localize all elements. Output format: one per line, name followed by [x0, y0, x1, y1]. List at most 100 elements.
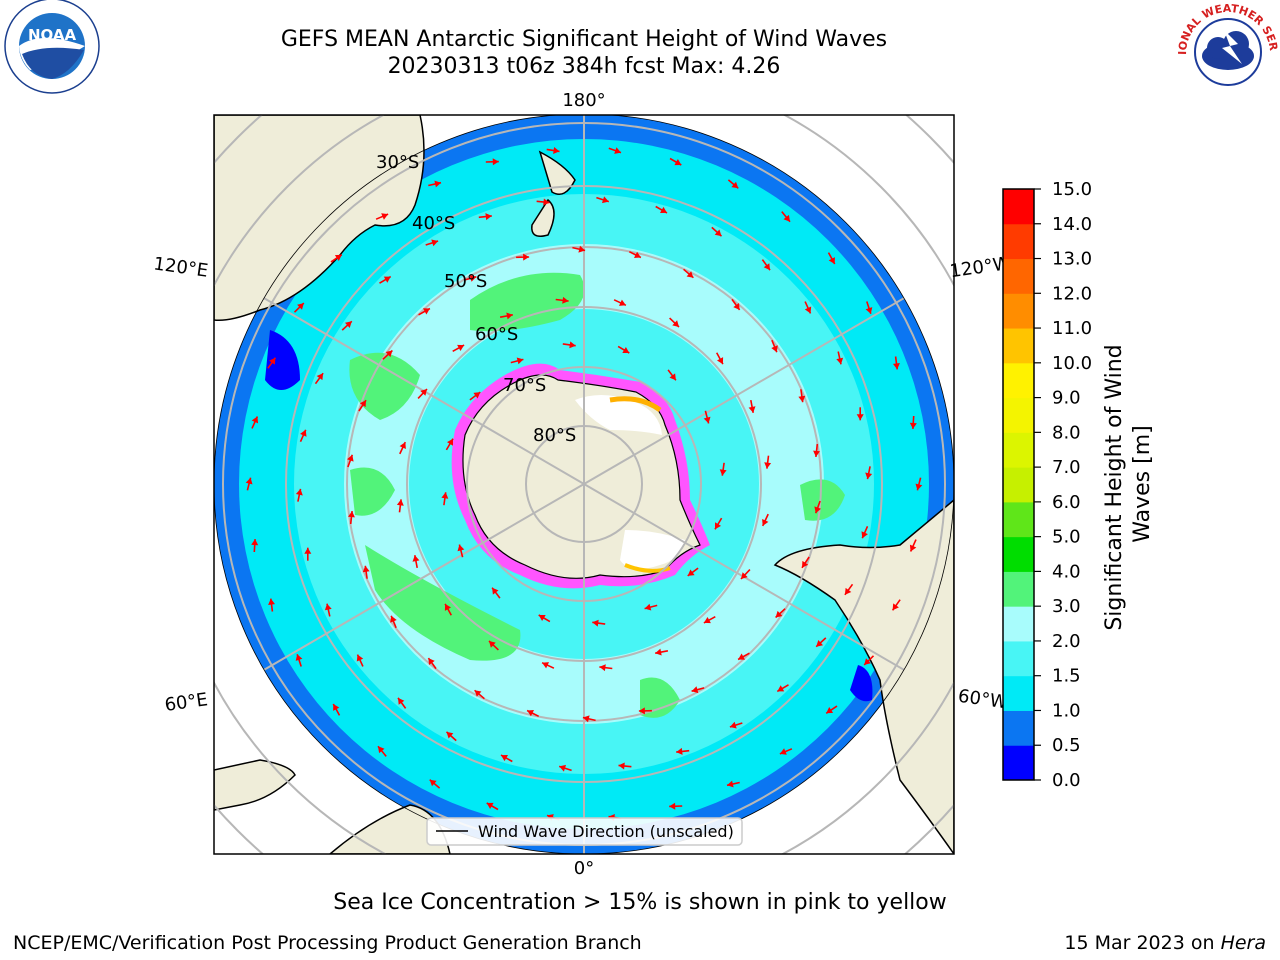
wave-direction-arrowhead	[763, 263, 770, 271]
wave-direction-arrowhead	[429, 779, 437, 787]
wave-direction-arrowhead	[295, 654, 303, 661]
wave-direction-arrowhead	[348, 511, 355, 518]
wave-direction-arrowhead	[676, 747, 683, 755]
wave-direction-arrowhead	[592, 619, 599, 627]
wave-direction-arrowhead	[762, 519, 769, 526]
wave-direction-arrowhead	[501, 755, 508, 762]
wave-direction-arrowhead	[412, 555, 420, 562]
colorbar-swatch	[1003, 432, 1034, 468]
wave-direction-arrowhead	[727, 780, 734, 788]
colorbar-tick-label: 13.0	[1052, 249, 1092, 270]
colorbar-tick-label: 11.0	[1052, 318, 1092, 339]
colorbar-swatch	[1003, 606, 1034, 642]
wave-direction-arrowhead	[420, 389, 427, 396]
nws-logo: NATIONAL WEATHER SERVICE	[1176, 0, 1280, 100]
wave-direction-arrowhead	[865, 472, 873, 480]
wave-direction-arrowhead	[428, 658, 435, 665]
arrow-legend: Wind Wave Direction (unscaled)	[426, 817, 743, 846]
colorbar-tick-label: 9.0	[1052, 388, 1081, 409]
wave-direction-arrowhead	[378, 746, 385, 754]
colorbar-tick-label: 0.0	[1052, 770, 1081, 791]
wave-direction-arrowhead	[553, 147, 560, 154]
wave-direction-arrowhead	[864, 658, 871, 665]
wave-direction-arrowhead	[347, 454, 354, 462]
wave-height-patches	[265, 272, 873, 718]
wave-direction-arrowhead	[731, 181, 739, 189]
wave-direction-arrowhead	[814, 506, 821, 514]
wave-direction-arrowhead	[316, 373, 324, 381]
wave-direction-arrowhead	[582, 715, 590, 723]
wave-direction-arrowhead	[655, 648, 662, 656]
lon-label-0: 0°	[574, 858, 594, 879]
colorbar-swatch	[1003, 397, 1034, 433]
wave-direction-arrowhead	[345, 321, 352, 328]
wave-direction-arrowhead	[251, 539, 259, 546]
wave-direction-arrowhead	[686, 271, 694, 278]
wave-direction-arrowhead	[333, 704, 340, 711]
wave-direction-arrowhead	[383, 276, 391, 283]
colorbar-swatch	[1003, 362, 1034, 399]
wave-direction-arrowhead	[777, 685, 785, 692]
wave-direction-arrowhead	[729, 721, 737, 729]
lat-label-30s: 30°S	[376, 152, 419, 173]
wave-direction-arrowhead	[856, 414, 864, 421]
wave-direction-arrowhead	[748, 406, 756, 413]
colorbar-tick-label: 3.0	[1052, 596, 1081, 617]
wave-direction-arrowhead	[324, 603, 332, 611]
wave-direction-arrowhead	[396, 499, 404, 506]
wave-direction-arrowhead	[714, 229, 722, 237]
colorbar-swatch	[1003, 675, 1034, 711]
wave-direction-arrowhead	[733, 303, 740, 310]
wave-direction-arrowhead	[356, 654, 364, 662]
wave-direction-arrowhead	[813, 450, 820, 457]
wave-direction-arrowhead	[893, 363, 900, 370]
wave-direction-arrowhead	[674, 159, 682, 166]
wave-direction-arrowhead	[543, 198, 550, 206]
wave-direction-arrowhead	[798, 395, 806, 403]
wave-direction-arrowhead	[569, 341, 576, 349]
wave-direction-arrowhead	[486, 802, 494, 809]
wave-direction-arrowhead	[578, 245, 586, 253]
colorbar-swatch	[1003, 745, 1034, 781]
sea-ice-note: Sea Ice Concentration > 15% is shown in …	[333, 890, 947, 915]
land	[214, 115, 954, 854]
wave-direction-arrowhead	[687, 569, 695, 576]
wave-direction-arrowhead	[457, 344, 465, 351]
colorbar-tick-label: 8.0	[1052, 422, 1081, 443]
wave-direction-arrowhead	[434, 180, 441, 188]
wave-direction-arrowhead	[614, 147, 621, 154]
wave-direction-arrowhead	[669, 802, 676, 810]
wave-direction-arrowhead	[489, 641, 496, 648]
wave-direction-arrowhead	[559, 764, 566, 772]
wave-direction-arrowhead	[334, 254, 342, 261]
wave-direction-arrowhead	[527, 710, 534, 717]
wave-direction-arrowhead	[297, 303, 304, 310]
wave-direction-arrowhead	[703, 617, 711, 624]
wave-direction-arrowhead	[399, 442, 406, 449]
colorbar-tick-label: 12.0	[1052, 283, 1092, 304]
wave-direction-arrowhead	[473, 392, 481, 399]
wave-direction-arrowhead	[802, 560, 809, 568]
colorbar-tick-label: 5.0	[1052, 527, 1081, 548]
colorbar-tick-label: 1.5	[1052, 666, 1081, 687]
wave-direction-arrowhead	[304, 547, 312, 554]
wave-direction-arrowhead	[669, 373, 676, 381]
wave-direction-arrowhead	[660, 206, 667, 213]
wave-direction-arrowhead	[783, 214, 790, 222]
wave-direction-arrowhead	[423, 308, 430, 315]
wave-direction-arrowhead	[599, 664, 606, 672]
wave-direction-arrowhead	[398, 697, 405, 705]
wave-direction-arrowhead	[390, 615, 397, 623]
noaa-logo-text: NOAA	[28, 26, 77, 44]
wave-direction-arrowhead	[915, 483, 923, 491]
wave-direction-arrowhead	[469, 274, 477, 282]
colorbar-tick-label: 7.0	[1052, 457, 1081, 478]
lat-label-60s: 60°S	[475, 324, 518, 345]
wave-direction-arrowhead	[269, 357, 276, 365]
colorbar-tick-label: 6.0	[1052, 492, 1081, 513]
wave-direction-arrowhead	[602, 196, 609, 204]
wave-direction-arrowhead	[268, 598, 275, 605]
legend-label: Wind Wave Direction (unscaled)	[478, 822, 734, 841]
lat-label-70s: 70°S	[503, 375, 546, 396]
